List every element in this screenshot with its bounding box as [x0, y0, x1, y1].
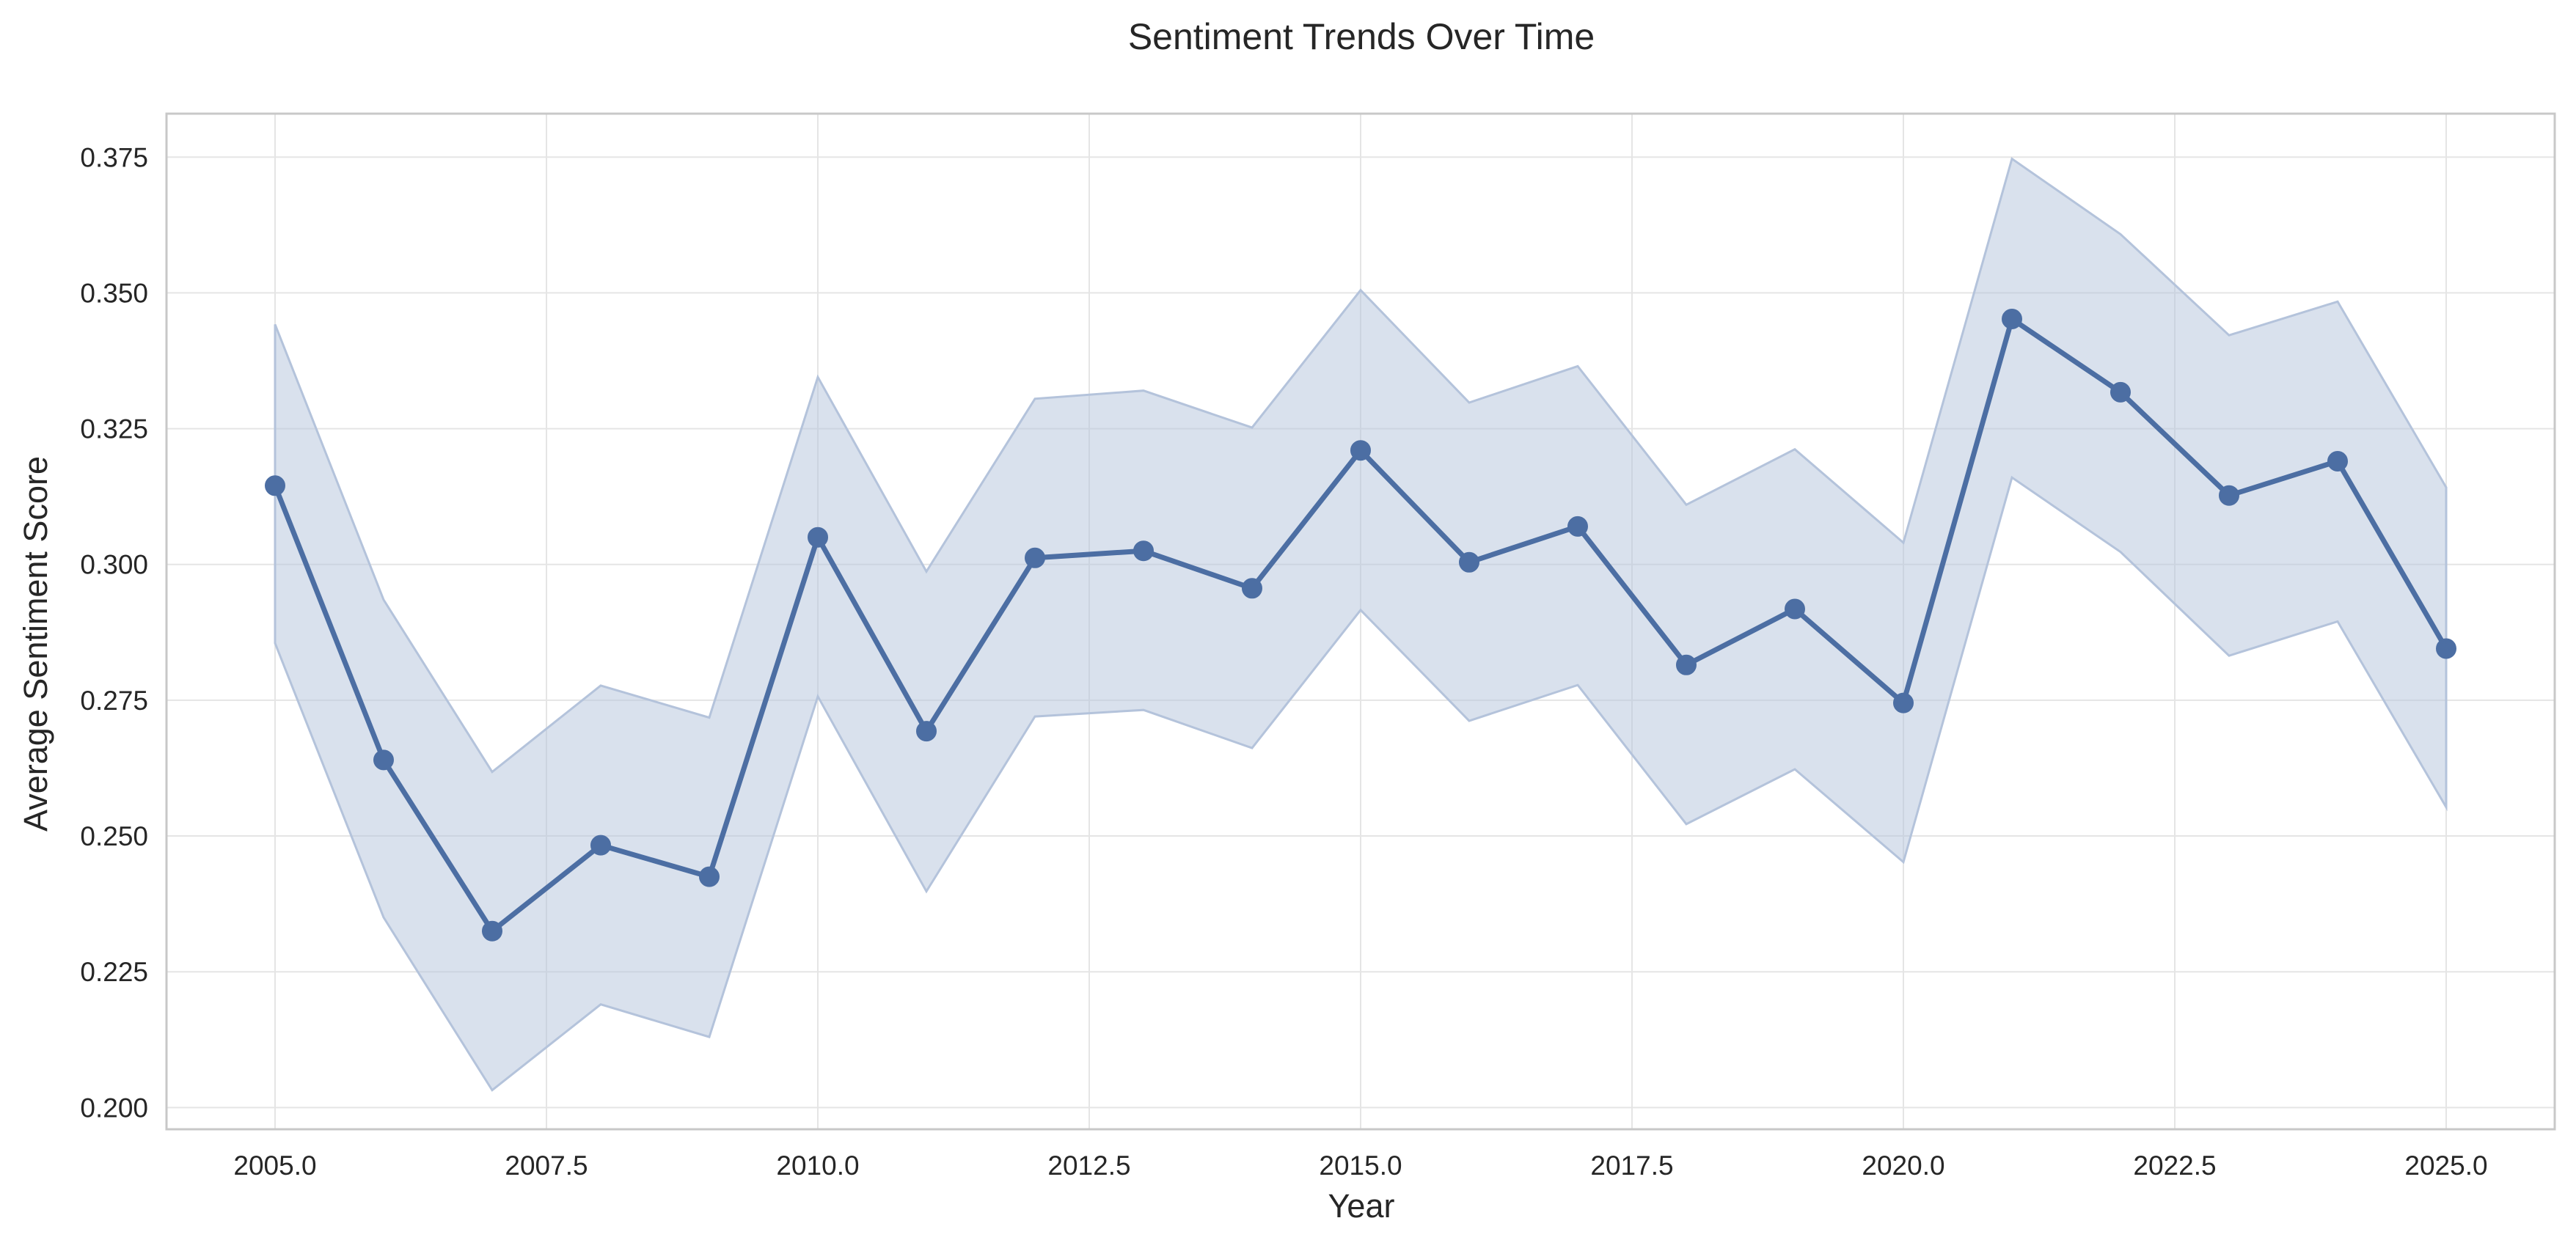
x-tick-label: 2007.5	[505, 1151, 588, 1181]
data-point	[916, 721, 937, 742]
data-point	[1459, 551, 1479, 573]
y-axis-label: Average Sentiment Score	[17, 456, 54, 832]
x-tick-label: 2022.5	[2133, 1151, 2216, 1181]
chart-title: Sentiment Trends Over Time	[1128, 16, 1595, 57]
x-axis-label: Year	[1328, 1187, 1395, 1225]
y-axis-ticks: 0.200 0.225 0.250 0.275 0.300 0.325 0.350 0.375	[80, 142, 148, 1123]
data-point	[1350, 440, 1371, 461]
y-tick-label: 0.375	[80, 142, 148, 172]
y-tick-label: 0.300	[80, 550, 148, 580]
data-point	[1567, 516, 1588, 537]
y-tick-label: 0.275	[80, 686, 148, 716]
x-tick-label: 2010.0	[776, 1151, 859, 1181]
y-tick-label: 0.225	[80, 957, 148, 987]
x-tick-label: 2017.5	[1590, 1151, 1673, 1181]
y-tick-label: 0.325	[80, 414, 148, 444]
data-point	[699, 866, 720, 887]
x-tick-label: 2025.0	[2404, 1151, 2487, 1181]
data-point	[590, 834, 611, 856]
y-tick-label: 0.350	[80, 278, 148, 308]
data-point	[2436, 638, 2456, 659]
plot-frame	[165, 112, 2556, 1131]
x-tick-label: 2015.0	[1319, 1151, 1402, 1181]
y-tick-label: 0.200	[80, 1093, 148, 1123]
confidence-band-area	[274, 157, 2448, 1092]
data-point	[808, 527, 828, 548]
x-tick-label: 2005.0	[233, 1151, 316, 1181]
x-tick-label: 2012.5	[1047, 1151, 1130, 1181]
data-point	[1242, 578, 1262, 599]
data-point	[1133, 540, 1154, 562]
data-point	[1785, 598, 1805, 620]
data-point	[1676, 654, 1697, 675]
data-points	[265, 309, 2456, 942]
y-tick-label: 0.250	[80, 821, 148, 851]
data-point	[1025, 547, 1045, 568]
data-point	[2219, 485, 2239, 506]
data-point	[1893, 692, 1914, 713]
data-point	[2110, 381, 2131, 403]
data-point	[482, 920, 502, 942]
confidence-band	[274, 157, 2448, 1092]
data-point	[2002, 309, 2022, 329]
x-axis-ticks: 2005.0 2007.5 2010.0 2012.5 2015.0 2017.5 2020…	[233, 1151, 2487, 1181]
data-point	[373, 749, 394, 771]
data-point	[265, 475, 285, 496]
data-point	[2327, 451, 2348, 472]
x-tick-label: 2020.0	[1862, 1151, 1944, 1181]
